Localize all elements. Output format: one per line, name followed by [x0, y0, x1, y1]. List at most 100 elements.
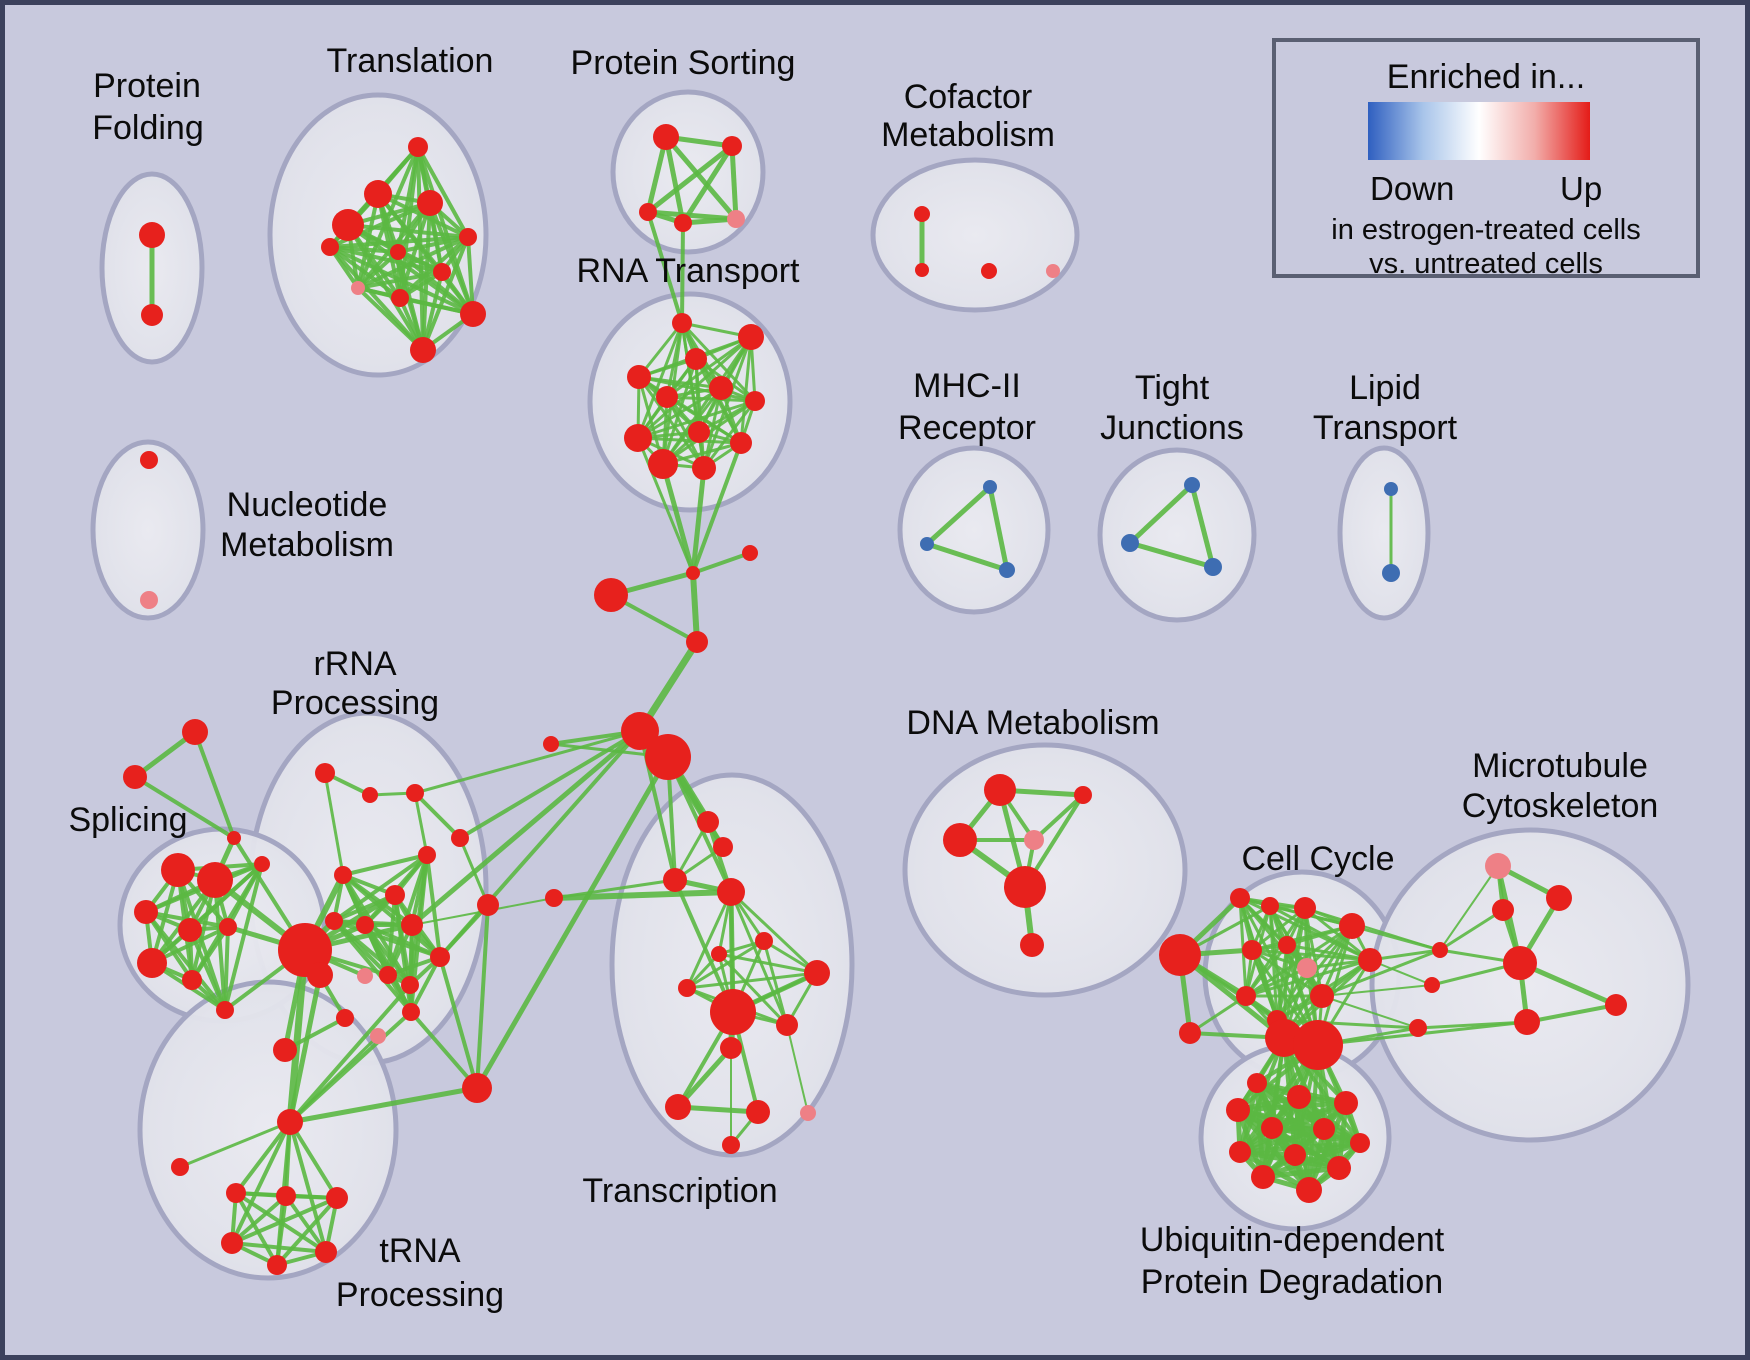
network-node-12: [391, 289, 409, 307]
network-node-15: [321, 238, 339, 256]
network-edge: [287, 974, 323, 1123]
network-edge: [289, 1085, 478, 1125]
network-node-150: [1384, 482, 1398, 496]
network-node-136: [1261, 1117, 1283, 1139]
network-edge: [234, 1120, 292, 1195]
network-node-57: [746, 1100, 770, 1124]
network-node-105: [221, 1232, 243, 1254]
network-node-2: [140, 451, 158, 469]
network-edge: [396, 250, 475, 316]
cluster-label-protein-folding: Protein: [93, 67, 201, 105]
network-node-16: [653, 124, 679, 150]
network-edge: [1239, 1126, 1325, 1155]
network-node-148: [1121, 534, 1139, 552]
network-node-147: [1184, 477, 1200, 493]
network-node-131: [1409, 1019, 1427, 1037]
cluster-ellipse-nucleotide-metabolism: [90, 439, 206, 621]
network-edge: [1351, 924, 1441, 952]
cluster-label-cell-cycle: Cell Cycle: [1241, 840, 1394, 878]
network-node-146: [999, 562, 1015, 578]
network-node-30: [709, 376, 733, 400]
network-edge: [416, 146, 470, 238]
network-node-143: [1296, 1177, 1322, 1203]
cluster-label-protein-folding: Folding: [92, 109, 204, 147]
network-node-44: [697, 811, 719, 833]
network-node-11: [351, 281, 365, 295]
network-node-144: [983, 480, 997, 494]
network-node-5: [364, 180, 392, 208]
cluster-label-nucleotide-metabolism: Nucleotide: [227, 486, 388, 524]
network-edge: [333, 893, 396, 923]
network-node-134: [1334, 1091, 1358, 1115]
network-edge: [475, 904, 490, 1089]
network-edge: [1244, 944, 1289, 997]
network-node-10: [433, 263, 451, 281]
network-edge: [702, 400, 757, 469]
network-node-36: [692, 456, 716, 480]
network-edge: [685, 891, 733, 989]
network-edge: [686, 939, 765, 990]
network-node-86: [356, 916, 374, 934]
network-edge: [1251, 948, 1371, 962]
network-node-139: [1229, 1141, 1251, 1163]
network-node-91: [336, 1009, 354, 1027]
cluster-label-rrna-processing: rRNA: [313, 645, 396, 683]
network-node-112: [1339, 913, 1365, 939]
cluster-ellipse-cofactor-metabolism: [870, 157, 1080, 313]
network-node-120: [1179, 1022, 1201, 1044]
network-edge: [786, 1024, 809, 1114]
network-edge: [638, 375, 756, 403]
network-edge: [637, 376, 706, 469]
cluster-ellipse-lipid-transport: [1337, 445, 1431, 621]
network-node-149: [1204, 558, 1222, 576]
network-edge: [458, 729, 642, 840]
cluster-label-ubiquitin-degradation: Protein Degradation: [1141, 1263, 1443, 1301]
network-node-111: [1294, 897, 1316, 919]
network-edge: [925, 485, 992, 546]
network-node-92: [402, 1003, 420, 1021]
cluster-ellipse-mhc-ii-receptor: [897, 445, 1051, 615]
network-edge: [474, 755, 671, 1090]
network-node-75: [182, 970, 202, 990]
network-node-122: [1293, 1020, 1343, 1070]
network-edge: [646, 211, 684, 324]
network-node-66: [182, 719, 208, 745]
network-edge: [729, 145, 739, 220]
cluster-label-mhc-ii-receptor: MHC-II: [913, 367, 1021, 405]
network-edge: [1128, 483, 1194, 545]
network-edge: [230, 1121, 292, 1244]
network-node-123: [1485, 853, 1511, 879]
network-edge: [1189, 484, 1216, 568]
network-node-104: [326, 1187, 348, 1209]
network-node-17: [722, 136, 742, 156]
network-node-19: [674, 214, 692, 232]
network-edge: [231, 1196, 338, 1245]
network-edge: [223, 926, 230, 1011]
cluster-label-tight-junctions: Tight: [1135, 369, 1210, 407]
network-node-113: [1358, 948, 1382, 972]
network-node-135: [1226, 1098, 1250, 1122]
network-node-22: [915, 263, 929, 277]
network-edge: [691, 442, 743, 574]
network-edge: [275, 1195, 288, 1266]
network-edge: [332, 919, 412, 987]
network-edge: [646, 144, 734, 214]
network-node-101: [171, 1158, 189, 1176]
network-node-141: [1327, 1156, 1351, 1180]
network-edge: [323, 772, 345, 876]
network-node-4: [408, 137, 428, 157]
network-node-38: [742, 545, 758, 561]
cluster-label-trna-processing: Processing: [336, 1276, 504, 1314]
network-edge: [1439, 908, 1504, 952]
network-node-31: [745, 391, 765, 411]
network-edge: [1129, 540, 1214, 570]
cluster-label-cofactor-metabolism: Metabolism: [881, 116, 1055, 154]
network-edge: [680, 144, 735, 225]
network-node-89: [430, 947, 450, 967]
network-edge: [364, 923, 441, 959]
network-edge: [1439, 865, 1499, 951]
network-node-55: [720, 1037, 742, 1059]
network-edge: [438, 956, 479, 1089]
network-edge: [438, 729, 642, 959]
network-node-68: [227, 831, 241, 845]
